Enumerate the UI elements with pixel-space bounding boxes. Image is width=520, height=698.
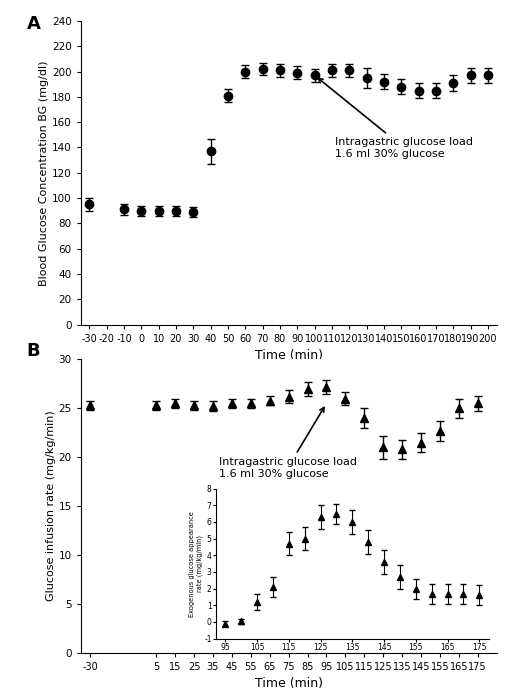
Text: B: B: [27, 342, 40, 360]
X-axis label: Time (min): Time (min): [255, 349, 322, 362]
Text: Intragastric glucose load
1.6 ml 30% glucose: Intragastric glucose load 1.6 ml 30% glu…: [318, 78, 473, 159]
Y-axis label: Glucose infusion rate (mg/kg/min): Glucose infusion rate (mg/kg/min): [46, 410, 56, 602]
Y-axis label: Blood Glucose Concentration BG (mg/dl): Blood Glucose Concentration BG (mg/dl): [39, 60, 49, 285]
X-axis label: Time (min): Time (min): [255, 677, 322, 690]
Y-axis label: Exogenous glucose appearance
rate (mg/kg/min): Exogenous glucose appearance rate (mg/kg…: [189, 511, 203, 616]
Text: Intragastric glucose load
1.6 ml 30% glucose: Intragastric glucose load 1.6 ml 30% glu…: [218, 408, 357, 479]
Text: A: A: [27, 15, 41, 33]
